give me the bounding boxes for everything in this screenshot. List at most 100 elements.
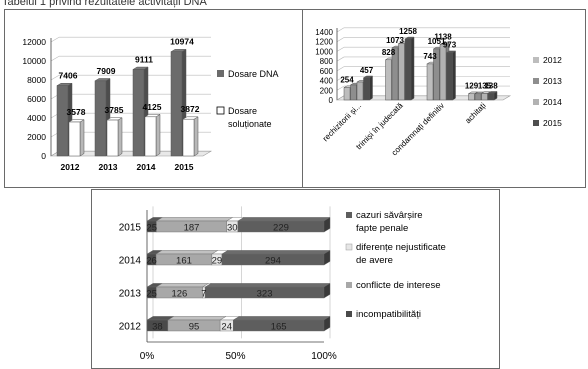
legend-label: incompatibilități [356, 309, 421, 320]
legend-label: fapte penale [356, 223, 408, 234]
y-tick-label: 2015 [119, 223, 142, 234]
bar-2015 [362, 75, 374, 101]
gridline [50, 74, 60, 81]
bar-dosare-solutionate [182, 116, 199, 157]
bar-end-cap [323, 217, 331, 233]
y-tick-label: 2012 [119, 322, 142, 333]
data-label: 165 [271, 322, 287, 333]
data-label: 7909 [97, 66, 116, 76]
bar-segment [146, 316, 175, 332]
data-label: 457 [360, 66, 374, 75]
legend-label: de avere [356, 255, 393, 266]
bar-end-cap [323, 283, 331, 299]
y-tick-label: 2000 [27, 132, 46, 142]
y-tick-label: 0 [329, 96, 334, 105]
data-label: 1051 [428, 37, 446, 46]
data-label: 229 [273, 223, 289, 234]
data-label: 3578 [67, 107, 86, 117]
legend-swatch [345, 243, 353, 251]
bar-end-cap [323, 316, 331, 332]
gridline [50, 55, 60, 62]
y-tick-label: 6000 [27, 94, 46, 104]
y-tick-label: 2013 [119, 289, 142, 300]
y-tick-label: 12000 [22, 37, 46, 47]
y-tick-label: 800 [320, 57, 334, 66]
data-label: 161 [176, 256, 192, 267]
gridline [336, 37, 345, 42]
data-label: 126 [171, 289, 187, 300]
data-label: 30 [227, 223, 238, 234]
data-label: 254 [340, 76, 354, 85]
bar-dosare-solutionate [106, 117, 123, 157]
gridline [336, 66, 345, 72]
x-tick-label: achitați [463, 101, 487, 125]
y-tick-label: 0 [41, 151, 46, 161]
bar-2015 [487, 91, 498, 101]
legend-swatch [533, 57, 539, 63]
data-label: 138 [484, 81, 498, 90]
chart-dna-cases: 0 2000 4000 6000 8000 10000 12000 2012 2013 2014 2… [22, 36, 279, 172]
x-tick-label: 2013 [99, 162, 118, 172]
legend-label: 2012 [543, 55, 562, 65]
legend-swatch [216, 106, 225, 115]
legend-label: Dosare DNA [228, 69, 279, 79]
legend-label: Dosare [228, 106, 257, 116]
x-tick-label: 100% [311, 351, 337, 362]
data-label: 25 [146, 223, 157, 234]
x-tick-label: 2014 [137, 162, 156, 172]
data-label: 1258 [399, 27, 417, 36]
y-tick-label: 1200 [315, 38, 333, 47]
legend-swatch [346, 212, 352, 218]
x-tick-label: 0% [140, 351, 155, 362]
header-text: Tabelul 1 privind rezultatele activități… [2, 0, 207, 8]
data-label: 1073 [386, 36, 404, 45]
data-label: 323 [257, 289, 273, 300]
legend-swatch [533, 78, 539, 84]
gridline [50, 36, 60, 43]
data-label: 129 [465, 82, 479, 91]
legend-label: diferențe nejustificate [356, 242, 446, 253]
bar-segment [155, 250, 219, 266]
bar-dosare-solutionate [68, 119, 85, 157]
x-tick-label: 2015 [175, 162, 194, 172]
data-label: 135 [478, 81, 492, 90]
x-tick-label: 2012 [61, 162, 80, 172]
data-label: 24 [221, 322, 232, 333]
legend-label: soluționate [228, 119, 272, 129]
gridline [336, 46, 345, 52]
data-label: 7406 [59, 71, 78, 81]
data-label: 1138 [434, 33, 452, 42]
data-label: 3785 [105, 105, 124, 115]
data-label: 9111 [135, 54, 153, 64]
y-tick-label: 2014 [119, 256, 142, 267]
bar-dosare-solutionate [144, 113, 161, 157]
data-label: 25 [146, 289, 157, 300]
legend-swatch [533, 120, 539, 126]
chart-panel-dna-cases: 0 2000 4000 6000 8000 10000 12000 2012 2013 2014 2… [4, 9, 303, 188]
y-tick-label: 8000 [27, 75, 46, 85]
legend-label: 2014 [543, 97, 562, 107]
legend-swatch [533, 99, 539, 105]
bar-2015 [445, 50, 457, 101]
data-label: 743 [423, 52, 437, 61]
bar-segment [232, 316, 331, 332]
gridline [336, 76, 345, 81]
y-tick-label: 4000 [27, 113, 46, 123]
bar-end-cap [323, 250, 331, 266]
data-label: 29 [212, 256, 223, 267]
legend-label: cazuri săvârșire [356, 210, 423, 221]
y-tick-label: 400 [320, 77, 334, 86]
chart-panel-integrity: 0% 50% 100% 2015 2014 2013 2012 25 187 30 229 26 161… [91, 189, 500, 369]
data-label: 294 [265, 256, 281, 267]
y-tick-label: 1400 [315, 28, 333, 37]
legend-label: 2015 [543, 118, 562, 128]
data-label: 38 [152, 322, 163, 333]
data-label: 7 [201, 289, 206, 300]
y-tick-label: 600 [320, 67, 334, 76]
data-label: 187 [184, 223, 200, 234]
chart-integrity: 0% 50% 100% 2015 2014 2013 2012 25 187 30 229 26 161… [119, 206, 446, 362]
legend-label: 2013 [543, 76, 562, 86]
legend-label: conflicte de interese [356, 280, 441, 291]
chart-panel-outcomes: 0 200 400 600 800 1000 1200 1400 rechizitorii și… [302, 9, 586, 188]
gridline [336, 56, 345, 62]
